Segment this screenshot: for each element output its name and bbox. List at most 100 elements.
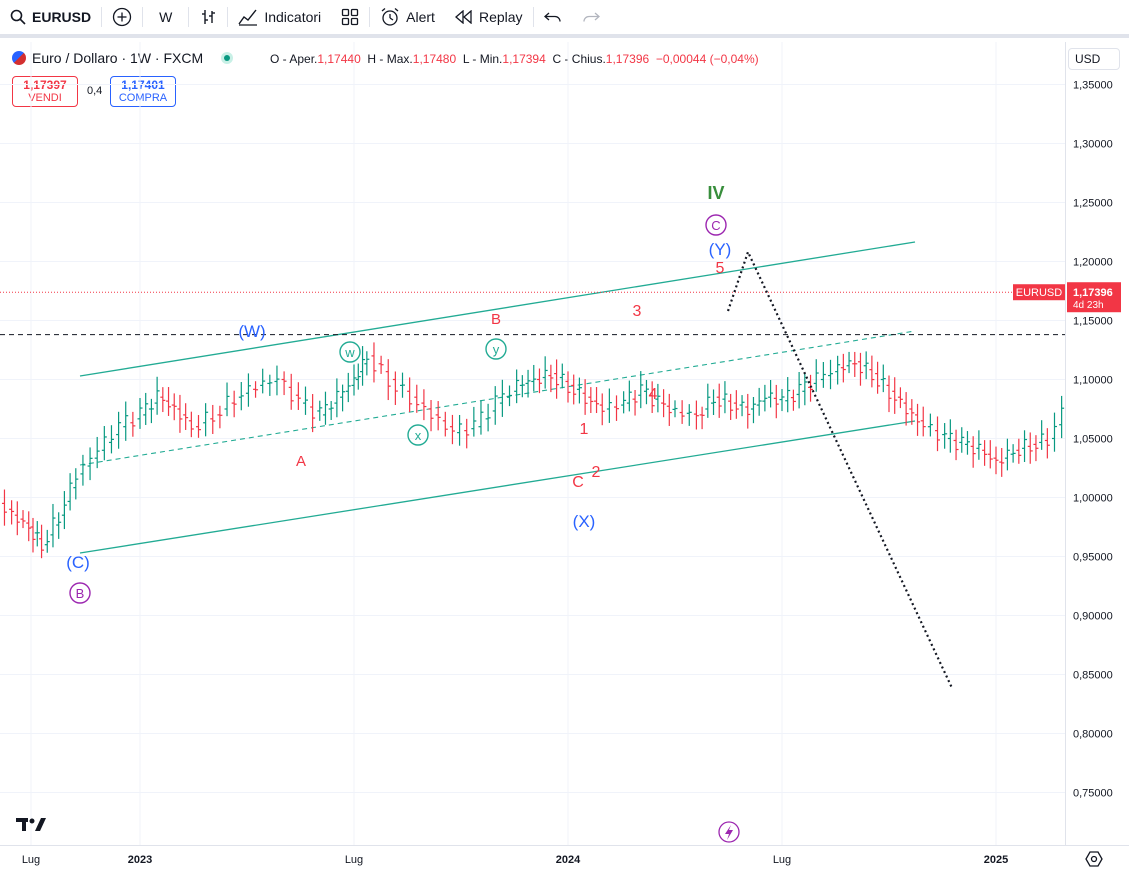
event-lightning-icon xyxy=(718,821,740,843)
symbol-search[interactable]: EURUSD xyxy=(0,0,101,36)
ohlc-bar xyxy=(790,389,796,411)
chart-type-button[interactable] xyxy=(189,0,227,36)
currency-selector[interactable]: USD xyxy=(1068,48,1120,70)
ohlc-bar xyxy=(56,512,62,539)
ohlc-bar xyxy=(260,368,266,394)
spread-value: 0,4 xyxy=(87,85,103,97)
chart-legend: Euro / Dollaro · 1W · FXCM xyxy=(12,50,234,66)
price-tick-label: 1,15000 xyxy=(1073,316,1113,328)
symbol-tag-bg xyxy=(1013,284,1065,301)
time-tick-label: 2025 xyxy=(984,854,1008,866)
tradingview-logo[interactable] xyxy=(16,816,48,837)
ohlc-bar xyxy=(785,377,791,413)
price-axis-labels: 1,35000 1,30000 1,25000 1,20000 1,15000 1,100… xyxy=(1014,80,1121,800)
ohlc-bar xyxy=(148,398,154,424)
ohlc-bar xyxy=(705,383,711,418)
ohlc-bar xyxy=(1022,430,1028,462)
ohlc-bar xyxy=(1039,420,1045,450)
ohlc-bar xyxy=(672,400,678,418)
ohlc-bar xyxy=(281,371,287,396)
wave-label-circle-B: B xyxy=(69,582,91,604)
ohlc-bar xyxy=(345,372,351,403)
price-tick-label: 0,90000 xyxy=(1073,611,1113,623)
ohlc-bar xyxy=(30,517,36,553)
high-label: H - Max. xyxy=(367,52,413,66)
search-icon xyxy=(10,9,26,25)
interval-button[interactable]: W xyxy=(143,0,188,36)
ohlc-bar xyxy=(897,387,903,409)
ohlc-bar xyxy=(606,388,612,423)
ohlc-bar xyxy=(953,429,959,461)
ohlc-bar xyxy=(733,390,739,419)
ohlc-bar xyxy=(852,351,858,377)
ohlc-bar xyxy=(224,382,230,417)
undo-button[interactable] xyxy=(534,0,572,36)
ohlc-bar xyxy=(840,353,846,383)
ohlc-bar xyxy=(886,375,892,413)
time-axis[interactable]: Lug2023Lug2024Lug2025Lug2026Lug2027 xyxy=(0,845,1129,876)
ohlc-bar xyxy=(863,351,869,380)
ohlc-bar xyxy=(116,411,122,449)
ohlc-bar xyxy=(632,389,638,416)
wave-label-w-ring xyxy=(339,341,361,363)
ohlc-bar xyxy=(1044,428,1050,459)
ohlc-bar xyxy=(101,426,107,461)
time-tick-label: Lug xyxy=(22,854,40,866)
ohlc-bar xyxy=(750,396,756,424)
ohlc-bar xyxy=(519,375,525,398)
ohlc-bar xyxy=(507,385,513,407)
top-toolbar: EURUSD W Indicatori Alert Replay xyxy=(0,0,1129,38)
indicators-button[interactable]: Indicatori xyxy=(228,0,331,36)
ohlc-bar xyxy=(449,414,455,445)
price-tick-label: 0,95000 xyxy=(1073,552,1113,564)
wave-label-IV: IV xyxy=(707,183,724,203)
ohlc-bar xyxy=(548,364,554,393)
ohlc-bar xyxy=(1,489,7,526)
time-tick-label: 2023 xyxy=(128,854,152,866)
ohlc-bar xyxy=(328,401,334,421)
ohlc-bar xyxy=(820,361,826,388)
ohlc-bar xyxy=(1016,438,1022,464)
price-axis[interactable]: 1,35000 1,30000 1,25000 1,20000 1,15000 1,100… xyxy=(1014,42,1129,845)
ohlc-bar xyxy=(457,414,463,446)
ohlc-bar xyxy=(875,361,881,394)
change-value: −0,00044 (−0,04%) xyxy=(655,52,759,66)
ohlc-bar xyxy=(686,404,692,426)
plus-circle-icon xyxy=(112,7,132,27)
wave-label-W: (W) xyxy=(238,322,265,341)
redo-button[interactable] xyxy=(572,0,610,36)
compare-button[interactable] xyxy=(102,0,142,36)
grid-icon xyxy=(341,8,359,26)
buy-button[interactable]: 1,17401 COMPRA xyxy=(110,76,176,107)
ohlc-bar xyxy=(1033,435,1039,462)
ohlc-bar xyxy=(835,355,841,385)
ohlc-bar xyxy=(87,447,93,481)
ohlc-bar xyxy=(130,411,136,437)
ohlc-bar xyxy=(679,400,685,424)
ohlc-bar xyxy=(909,399,915,425)
ohlc-bar xyxy=(171,393,177,421)
ohlc-bar xyxy=(915,403,921,436)
sell-label: VENDI xyxy=(28,92,62,104)
indicators-label: Indicatori xyxy=(264,9,322,25)
replay-button[interactable]: Replay xyxy=(445,0,533,36)
ohlc-bar xyxy=(828,359,834,390)
market-status-icon[interactable] xyxy=(221,52,234,64)
ohlc-bar xyxy=(334,378,340,418)
settings-button[interactable] xyxy=(1085,850,1103,868)
alert-button[interactable]: Alert xyxy=(370,0,445,36)
wave-label-4: 4 xyxy=(649,386,658,403)
layouts-button[interactable] xyxy=(331,0,369,36)
wave-label-x-ring xyxy=(407,424,429,446)
alarm-clock-icon xyxy=(380,7,400,27)
ohlc-bar xyxy=(253,381,259,398)
price-tick-label: 1,30000 xyxy=(1073,139,1113,151)
ohlc-bar xyxy=(442,411,448,437)
indicators-icon xyxy=(238,8,258,26)
ohlc-bar xyxy=(20,510,26,529)
ohlc-bar xyxy=(238,382,244,411)
ohlc-bar xyxy=(355,363,361,390)
wave-label-circle-C-text: C xyxy=(711,218,720,233)
ohlc-bar xyxy=(531,364,537,392)
